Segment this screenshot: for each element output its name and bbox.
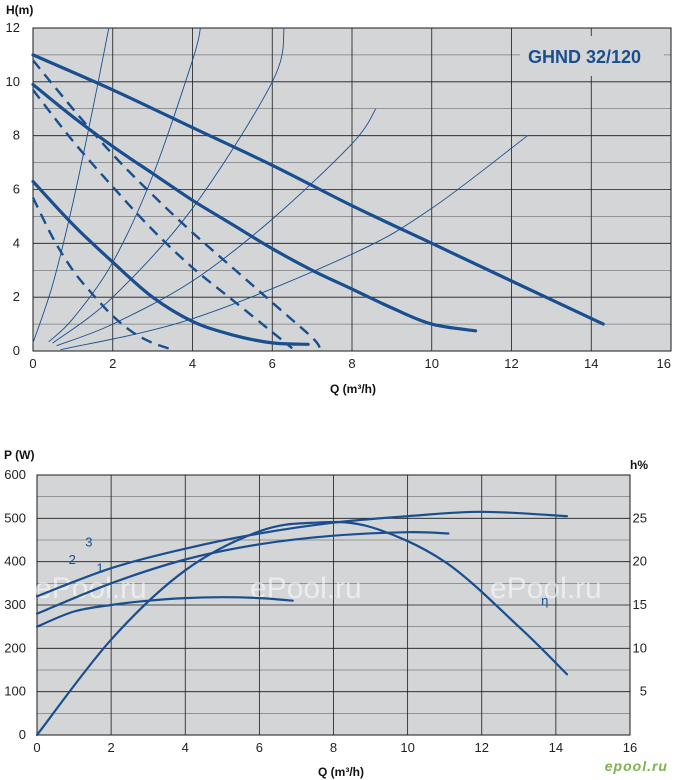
series-label-η: η — [541, 593, 548, 608]
y2-tick-label: 15 — [633, 597, 647, 612]
y2-tick-label: 10 — [633, 640, 647, 655]
x-tick-label: 16 — [623, 740, 637, 755]
y-tick-label: 12 — [6, 20, 20, 35]
bottom-y-axis-label: P (W) — [4, 448, 34, 462]
x-tick-label: 2 — [109, 356, 116, 371]
y2-tick-label: 25 — [633, 510, 647, 525]
thin-curve-7 — [48, 27, 201, 343]
y-tick-label: 500 — [4, 510, 26, 525]
bottom-y2-axis-label: h% — [630, 458, 648, 472]
y2-tick-label: 20 — [633, 554, 647, 569]
bottom-tick-labels: 0 2 4 6 8 10 12 14 16010020030040050060051015202… — [4, 467, 647, 755]
series-labels: 32 1 η — [69, 535, 549, 609]
x-tick-label: 12 — [504, 356, 518, 371]
plot-border — [32, 27, 672, 352]
series-label-1: 1 — [96, 561, 103, 576]
watermark: ePool.ru — [490, 572, 602, 605]
y-tick-label: 600 — [4, 467, 26, 482]
x-tick-label: 2 — [108, 740, 115, 755]
top-curves — [31, 27, 605, 351]
x-tick-label: 14 — [549, 740, 563, 755]
x-tick-label: 4 — [182, 740, 189, 755]
watermark: ePool.ru — [250, 572, 362, 605]
y-tick-label: 400 — [4, 554, 26, 569]
x-tick-label: 16 — [657, 356, 671, 371]
y-tick-label: 6 — [13, 182, 20, 197]
y-tick-label: 2 — [13, 289, 20, 304]
bottom-curves — [35, 510, 569, 737]
bottom-x-axis-label: Q (m³/h) — [318, 765, 364, 779]
x-tick-label: 0 — [29, 356, 36, 371]
chart-title: GHND 32/120 — [528, 47, 641, 67]
y-tick-label: 0 — [13, 343, 20, 358]
y-tick-label: 300 — [4, 597, 26, 612]
x-tick-label: 8 — [330, 740, 337, 755]
y-tick-label: 8 — [13, 128, 20, 143]
title-box — [520, 36, 664, 76]
dashed-curve-3 — [32, 59, 322, 350]
watermark-layer: ePool.ru ePool.ru ePool.ru — [35, 572, 602, 605]
thin-curve-6 — [32, 27, 110, 344]
x-tick-label: 6 — [256, 740, 263, 755]
series-line-η — [35, 520, 569, 737]
top-x-axis-label: Q (m³/h) — [330, 382, 376, 396]
thin-curve-9 — [56, 108, 377, 347]
site-logo: epool.ru — [604, 758, 668, 774]
series-line-3 — [35, 510, 569, 598]
top-y-axis-label: H(m) — [6, 3, 33, 17]
thin-curve-10 — [60, 135, 528, 351]
thick-curve-2 — [31, 179, 310, 346]
head-flow-chart: 0 2 4 6 8 10 12 14 16 0 2 4 6 8 10 12 H(m) Q (m³/h) GHN… — [6, 3, 672, 396]
plot-border — [36, 474, 631, 736]
power-flow-chart: ePool.ru ePool.ru ePool.ru 0 2 4 6 8 10 12 14 16… — [4, 448, 648, 779]
y2-tick-label: 5 — [640, 684, 647, 699]
dashed-curve-4 — [32, 89, 293, 350]
top-tick-labels: 0 2 4 6 8 10 12 14 16 0 2 4 6 8 10 12 — [6, 20, 671, 371]
thick-curve-1 — [31, 82, 478, 333]
y-tick-label: 200 — [4, 640, 26, 655]
y-tick-label: 4 — [13, 235, 20, 250]
x-tick-label: 10 — [400, 740, 414, 755]
series-line-1 — [35, 596, 294, 628]
y-tick-label: 100 — [4, 684, 26, 699]
thin-curve-8 — [52, 27, 285, 344]
top-grid — [32, 27, 672, 352]
series-label-3: 3 — [85, 535, 92, 550]
y-tick-label: 10 — [6, 74, 20, 89]
thick-curve-0 — [31, 53, 605, 326]
x-tick-label: 14 — [584, 356, 598, 371]
x-tick-label: 8 — [348, 356, 355, 371]
series-line-2 — [35, 531, 450, 615]
x-tick-label: 12 — [475, 740, 489, 755]
x-tick-label: 4 — [189, 356, 196, 371]
x-tick-label: 6 — [269, 356, 276, 371]
series-label-2: 2 — [69, 552, 76, 567]
x-tick-label: 0 — [33, 740, 40, 755]
y-tick-label: 0 — [19, 727, 26, 742]
x-tick-label: 10 — [425, 356, 439, 371]
